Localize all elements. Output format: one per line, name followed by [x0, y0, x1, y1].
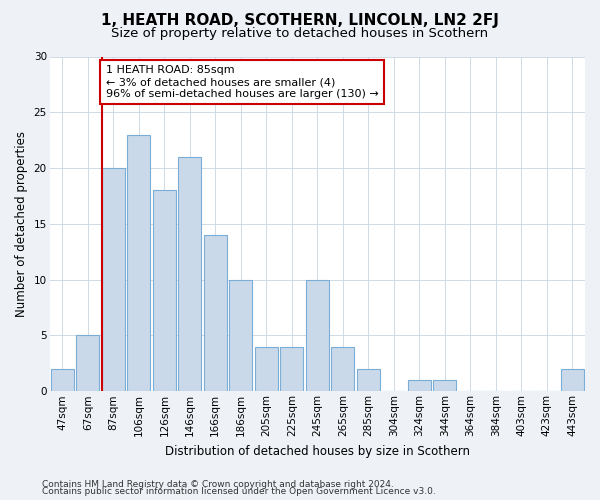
Bar: [331, 346, 354, 392]
Text: Contains public sector information licensed under the Open Government Licence v3: Contains public sector information licen…: [42, 488, 436, 496]
Text: Size of property relative to detached houses in Scothern: Size of property relative to detached ho…: [112, 28, 488, 40]
Bar: [127, 134, 150, 392]
Bar: [280, 346, 303, 392]
Text: 1 HEATH ROAD: 85sqm
← 3% of detached houses are smaller (4)
96% of semi-detached: 1 HEATH ROAD: 85sqm ← 3% of detached hou…: [106, 66, 379, 98]
Bar: [255, 346, 278, 392]
Bar: [153, 190, 176, 392]
Bar: [102, 168, 125, 392]
X-axis label: Distribution of detached houses by size in Scothern: Distribution of detached houses by size …: [165, 444, 470, 458]
Text: Contains HM Land Registry data © Crown copyright and database right 2024.: Contains HM Land Registry data © Crown c…: [42, 480, 394, 489]
Bar: [561, 369, 584, 392]
Bar: [229, 280, 252, 392]
Bar: [433, 380, 456, 392]
Bar: [51, 369, 74, 392]
Bar: [204, 235, 227, 392]
Bar: [76, 336, 100, 392]
Bar: [357, 369, 380, 392]
Text: 1, HEATH ROAD, SCOTHERN, LINCOLN, LN2 2FJ: 1, HEATH ROAD, SCOTHERN, LINCOLN, LN2 2F…: [101, 12, 499, 28]
Y-axis label: Number of detached properties: Number of detached properties: [15, 131, 28, 317]
Bar: [408, 380, 431, 392]
Bar: [178, 157, 201, 392]
Bar: [306, 280, 329, 392]
